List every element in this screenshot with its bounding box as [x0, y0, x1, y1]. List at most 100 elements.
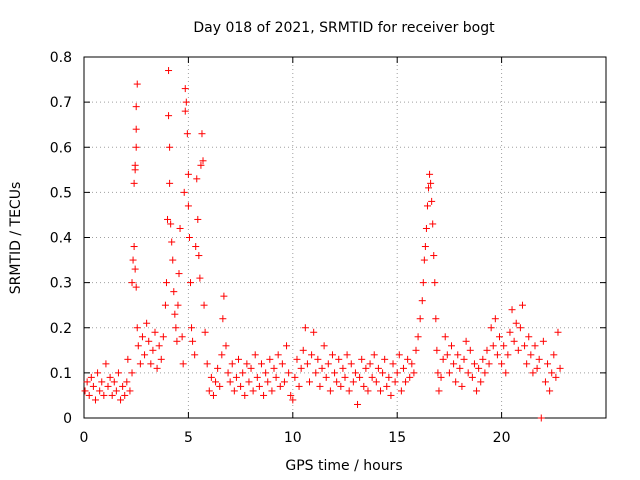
data-point: [184, 202, 192, 210]
data-point: [500, 342, 508, 350]
data-point: [136, 360, 144, 368]
data-point: [432, 315, 440, 323]
data-point: [132, 103, 140, 111]
data-point: [514, 346, 522, 354]
data-point: [132, 283, 140, 291]
data-point: [153, 364, 161, 372]
data-point: [219, 315, 227, 323]
data-point: [320, 342, 328, 350]
data-point: [423, 202, 431, 210]
x-axis-label: GPS time / hours: [285, 458, 402, 474]
data-point: [119, 382, 127, 390]
data-point: [176, 224, 184, 232]
data-point: [266, 355, 274, 363]
data-point: [220, 292, 228, 300]
data-point: [421, 243, 429, 251]
data-point: [245, 378, 253, 386]
data-point: [364, 387, 372, 395]
data-point: [523, 360, 531, 368]
data-point: [337, 382, 345, 390]
y-tick-label: 0.7: [50, 95, 72, 111]
data-point: [106, 373, 114, 381]
data-point: [328, 351, 336, 359]
data-point: [192, 243, 200, 251]
data-point: [314, 355, 322, 363]
data-point: [94, 369, 102, 377]
data-point: [406, 373, 414, 381]
data-point: [128, 279, 136, 287]
y-tick-label: 0.1: [50, 366, 72, 382]
data-point: [235, 355, 243, 363]
data-point: [198, 130, 206, 138]
data-point: [381, 355, 389, 363]
data-point: [491, 315, 499, 323]
data-point: [331, 369, 339, 377]
data-point: [172, 324, 180, 332]
data-point: [456, 364, 464, 372]
data-point: [280, 378, 288, 386]
y-tick-label: 0.8: [50, 50, 72, 66]
data-point: [316, 382, 324, 390]
data-point: [164, 215, 172, 223]
data-point: [272, 373, 280, 381]
data-point: [435, 387, 443, 395]
data-point: [193, 175, 201, 183]
data-point: [502, 369, 510, 377]
ticks: 0 0.1 0.2 0.3 0.4 0.5 0.6 0.7 0.8 0 5 10 15 20: [50, 50, 606, 446]
data-point: [170, 288, 178, 296]
data-point: [159, 333, 167, 341]
data-point: [81, 387, 89, 395]
data-point: [131, 161, 139, 169]
data-point: [504, 351, 512, 359]
data-point: [391, 378, 399, 386]
data-point: [389, 360, 397, 368]
data-point: [188, 324, 196, 332]
data-point: [124, 355, 132, 363]
data-point: [464, 369, 472, 377]
data-point: [358, 355, 366, 363]
data-point: [199, 157, 207, 165]
data-point: [133, 324, 141, 332]
data-point: [460, 355, 468, 363]
data-point: [508, 306, 516, 314]
data-point: [147, 360, 155, 368]
data-point: [489, 342, 497, 350]
data-point: [149, 346, 157, 354]
data-point: [418, 297, 426, 305]
data-point: [143, 319, 151, 327]
data-point: [395, 351, 403, 359]
data-point: [253, 373, 261, 381]
data-point: [404, 355, 412, 363]
data-point: [477, 378, 485, 386]
data-point: [141, 351, 149, 359]
data-point: [165, 112, 173, 120]
data-point: [541, 378, 549, 386]
data-point: [479, 355, 487, 363]
data-point: [376, 387, 384, 395]
data-point: [91, 396, 99, 404]
data-point: [195, 252, 203, 260]
data-point: [410, 369, 418, 377]
data-point: [189, 337, 197, 345]
data-point: [356, 373, 364, 381]
data-point: [89, 382, 97, 390]
data-point: [249, 387, 257, 395]
data-point: [466, 346, 474, 354]
data-point: [485, 360, 493, 368]
data-point: [297, 364, 305, 372]
data-point: [481, 369, 489, 377]
data-point: [123, 378, 131, 386]
data-point: [529, 369, 537, 377]
x-tick-label: 5: [184, 430, 193, 446]
data-point: [433, 346, 441, 354]
data-point: [347, 360, 355, 368]
data-point: [130, 243, 138, 251]
data-point: [197, 161, 205, 169]
data-points: [81, 67, 564, 422]
data-point: [556, 364, 564, 372]
data-point: [414, 333, 422, 341]
data-point: [241, 391, 249, 399]
data-point: [521, 342, 529, 350]
data-point: [87, 373, 95, 381]
data-point: [200, 301, 208, 309]
